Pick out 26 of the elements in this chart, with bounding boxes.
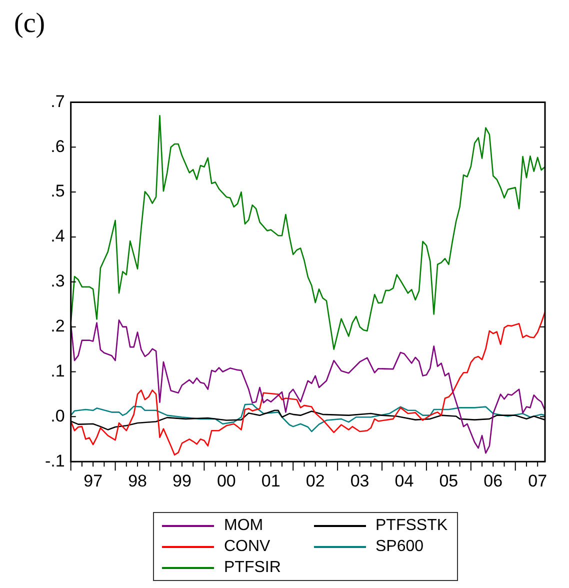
legend-label: PTFSSTK <box>376 516 448 536</box>
y-tick-label: .2 <box>50 316 65 336</box>
y-tick-label: .7 <box>50 92 65 111</box>
y-tick-label: .5 <box>50 182 65 201</box>
x-tick-label: 02 <box>306 471 325 490</box>
x-tick-label: 97 <box>84 471 103 490</box>
legend-label: MOM <box>224 516 264 536</box>
x-tick-label: 00 <box>216 471 236 490</box>
x-tick-label: 03 <box>350 471 370 490</box>
x-tick-label: 06 <box>484 471 503 490</box>
x-tick-label: 05 <box>439 471 458 490</box>
y-tick-label: .6 <box>50 136 65 156</box>
x-tick-label: 98 <box>128 471 147 490</box>
legend-label: SP600 <box>376 537 424 557</box>
y-tick-label: -.1 <box>44 451 65 470</box>
x-tick-label: 07 <box>528 471 548 490</box>
y-tick-label: .1 <box>50 361 65 380</box>
chart-title: (c) <box>14 8 46 40</box>
y-tick-label: .3 <box>50 272 65 291</box>
y-tick-label: .0 <box>50 406 65 426</box>
x-tick-label: 04 <box>394 471 414 490</box>
x-tick-label: 01 <box>261 471 280 490</box>
x-tick-label: 99 <box>172 471 192 490</box>
legend-label: PTFSIR <box>224 558 281 578</box>
y-tick-label: .4 <box>50 226 65 246</box>
legend-label: CONV <box>224 537 270 557</box>
